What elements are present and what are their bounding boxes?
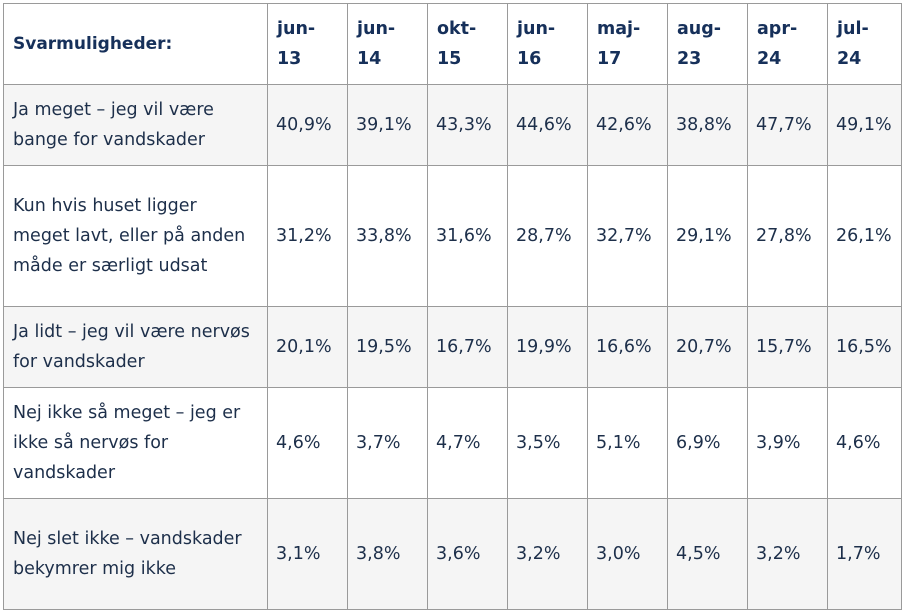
period-header: jun- 13 — [267, 3, 348, 85]
value-cell: 28,7% — [507, 165, 588, 307]
table-row: Ja meget – jeg vil være bange for vandsk… — [3, 84, 902, 166]
value-cell: 19,5% — [347, 306, 428, 388]
value-cell: 16,7% — [427, 306, 508, 388]
value-cell: 6,9% — [667, 387, 748, 499]
value-cell: 32,7% — [587, 165, 668, 307]
value-cell: 4,6% — [827, 387, 902, 499]
value-cell: 42,6% — [587, 84, 668, 166]
survey-results-table: Svarmuligheder: jun- 13 jun- 14 okt- 15 jun… — [3, 3, 902, 610]
value-cell: 3,2% — [507, 498, 588, 610]
value-cell: 4,6% — [267, 387, 348, 499]
value-cell: 38,8% — [667, 84, 748, 166]
period-header: jul- 24 — [827, 3, 902, 85]
value-cell: 15,7% — [747, 306, 828, 388]
period-header: maj- 17 — [587, 3, 668, 85]
value-cell: 16,6% — [587, 306, 668, 388]
table-row: Kun hvis huset ligger meget lavt, eller … — [3, 165, 902, 307]
value-cell: 3,5% — [507, 387, 588, 499]
value-cell: 31,6% — [427, 165, 508, 307]
value-cell: 47,7% — [747, 84, 828, 166]
answer-cell: Nej slet ikke – vandskader bekymrer mig … — [3, 498, 268, 610]
value-cell: 3,0% — [587, 498, 668, 610]
value-cell: 4,7% — [427, 387, 508, 499]
value-cell: 20,1% — [267, 306, 348, 388]
header-row: Svarmuligheder: jun- 13 jun- 14 okt- 15 jun… — [3, 3, 902, 85]
period-header: aug- 23 — [667, 3, 748, 85]
value-cell: 40,9% — [267, 84, 348, 166]
period-header: apr- 24 — [747, 3, 828, 85]
value-cell: 3,6% — [427, 498, 508, 610]
value-cell: 20,7% — [667, 306, 748, 388]
value-cell: 44,6% — [507, 84, 588, 166]
value-cell: 49,1% — [827, 84, 902, 166]
value-cell: 3,7% — [347, 387, 428, 499]
value-cell: 3,2% — [747, 498, 828, 610]
value-cell: 19,9% — [507, 306, 588, 388]
value-cell: 31,2% — [267, 165, 348, 307]
answer-cell: Nej ikke så meget – jeg er ikke så nervø… — [3, 387, 268, 499]
value-cell: 4,5% — [667, 498, 748, 610]
answer-options-header: Svarmuligheder: — [3, 3, 268, 85]
answer-cell: Ja meget – jeg vil være bange for vandsk… — [3, 84, 268, 166]
value-cell: 5,1% — [587, 387, 668, 499]
value-cell: 1,7% — [827, 498, 902, 610]
value-cell: 29,1% — [667, 165, 748, 307]
value-cell: 26,1% — [827, 165, 902, 307]
period-header: jun- 14 — [347, 3, 428, 85]
period-header: jun- 16 — [507, 3, 588, 85]
value-cell: 43,3% — [427, 84, 508, 166]
value-cell: 33,8% — [347, 165, 428, 307]
value-cell: 39,1% — [347, 84, 428, 166]
table-row: Ja lidt – jeg vil være nervøs for vandsk… — [3, 306, 902, 388]
value-cell: 16,5% — [827, 306, 902, 388]
value-cell: 27,8% — [747, 165, 828, 307]
table-row: Nej ikke så meget – jeg er ikke så nervø… — [3, 387, 902, 499]
period-header: okt- 15 — [427, 3, 508, 85]
value-cell: 3,9% — [747, 387, 828, 499]
answer-cell: Ja lidt – jeg vil være nervøs for vandsk… — [3, 306, 268, 388]
value-cell: 3,1% — [267, 498, 348, 610]
table-row: Nej slet ikke – vandskader bekymrer mig … — [3, 498, 902, 610]
value-cell: 3,8% — [347, 498, 428, 610]
answer-cell: Kun hvis huset ligger meget lavt, eller … — [3, 165, 268, 307]
